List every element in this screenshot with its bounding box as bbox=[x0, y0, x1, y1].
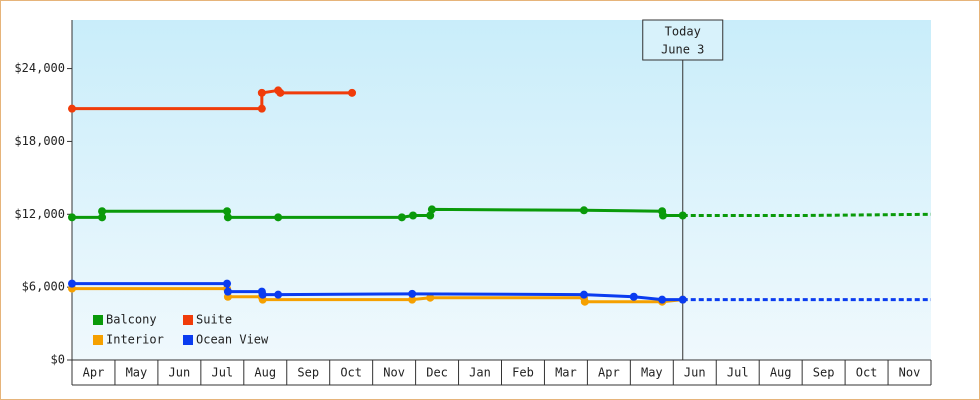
x-tick-label: Oct bbox=[856, 366, 878, 380]
x-tick-label: Oct bbox=[340, 366, 362, 380]
y-tick-label: $18,000 bbox=[14, 134, 65, 148]
x-tick-label: Aug bbox=[770, 366, 792, 380]
legend-swatch bbox=[93, 315, 103, 325]
x-tick-label: Jun bbox=[684, 366, 706, 380]
point bbox=[678, 211, 687, 220]
point bbox=[579, 206, 588, 215]
y-tick-label: $24,000 bbox=[14, 61, 65, 75]
point bbox=[223, 287, 232, 296]
point bbox=[68, 104, 76, 113]
x-tick-label: Aug bbox=[254, 366, 276, 380]
point bbox=[580, 297, 589, 306]
x-tick-label: Jul bbox=[727, 366, 749, 380]
x-tick-label: May bbox=[641, 366, 663, 380]
point bbox=[257, 104, 266, 113]
y-tick-label: $0 bbox=[51, 353, 65, 367]
legend-label: Ocean View bbox=[196, 333, 269, 347]
x-tick-label: Jan bbox=[469, 366, 491, 380]
legend-label: Suite bbox=[196, 313, 232, 327]
legend-swatch bbox=[183, 335, 193, 345]
series-line bbox=[72, 207, 683, 219]
point bbox=[629, 292, 638, 301]
forecast-line bbox=[682, 212, 932, 217]
point bbox=[408, 289, 417, 298]
point bbox=[427, 205, 436, 214]
x-tick-label: Nov bbox=[899, 366, 921, 380]
x-tick-label: Apr bbox=[598, 366, 620, 380]
legend-swatch bbox=[93, 335, 103, 345]
point bbox=[426, 293, 435, 302]
point bbox=[409, 211, 418, 220]
point bbox=[274, 290, 283, 299]
point bbox=[408, 295, 417, 304]
today-label: Today bbox=[665, 25, 701, 39]
point bbox=[276, 88, 285, 97]
point bbox=[98, 213, 107, 222]
point bbox=[579, 290, 588, 299]
plot-area bbox=[72, 20, 931, 360]
legend-label: Interior bbox=[106, 333, 164, 347]
y-tick-label: $6,000 bbox=[22, 280, 65, 294]
point bbox=[257, 88, 266, 97]
x-tick-label: Feb bbox=[512, 366, 534, 380]
x-tick-label: Sep bbox=[297, 366, 319, 380]
point bbox=[658, 295, 667, 304]
x-tick-label: Jun bbox=[169, 366, 191, 380]
point bbox=[223, 279, 232, 288]
legend-swatch bbox=[183, 315, 193, 325]
point bbox=[426, 211, 435, 220]
today-label: June 3 bbox=[661, 43, 704, 57]
series-line bbox=[72, 88, 353, 111]
legend-label: Balcony bbox=[106, 313, 157, 327]
x-tick-label: May bbox=[126, 366, 148, 380]
point bbox=[223, 207, 232, 216]
today-box bbox=[642, 19, 724, 61]
point bbox=[397, 213, 406, 222]
x-tick-label: Dec bbox=[426, 366, 448, 380]
point bbox=[678, 295, 687, 304]
x-tick-label: Nov bbox=[383, 366, 405, 380]
point bbox=[258, 290, 267, 299]
point bbox=[68, 279, 76, 288]
point bbox=[98, 207, 107, 216]
point bbox=[658, 211, 667, 220]
x-tick-label: Mar bbox=[555, 366, 577, 380]
x-tick-label: Sep bbox=[813, 366, 835, 380]
point bbox=[348, 88, 357, 97]
y-tick-label: $12,000 bbox=[14, 207, 65, 221]
point bbox=[68, 213, 76, 222]
x-tick-label: Jul bbox=[211, 366, 233, 380]
x-tick-label: Apr bbox=[83, 366, 105, 380]
point bbox=[223, 213, 232, 222]
point bbox=[274, 213, 283, 222]
